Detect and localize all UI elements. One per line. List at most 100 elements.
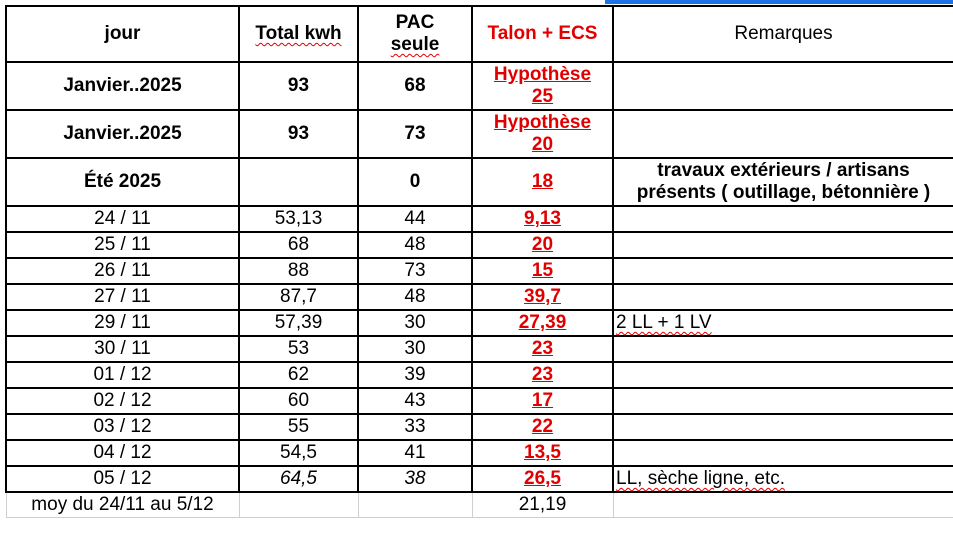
remark-line1: travaux extérieurs / artisans bbox=[657, 160, 910, 181]
cell-pac[interactable]: 68 bbox=[357, 61, 473, 111]
cell-talon[interactable]: 15 bbox=[471, 257, 614, 285]
cell-talon[interactable]: 20 bbox=[471, 231, 614, 259]
cell-total[interactable]: 62 bbox=[238, 361, 359, 389]
cell-remark[interactable] bbox=[612, 231, 953, 259]
cell-jour[interactable]: 24 / 11 bbox=[5, 205, 240, 233]
average-label-text: moy du 24/11 au 5/12 bbox=[31, 494, 214, 515]
cell-remark[interactable] bbox=[612, 283, 953, 311]
cell-jour[interactable]: 25 / 11 bbox=[5, 231, 240, 259]
cell-jour[interactable]: 01 / 12 bbox=[5, 361, 240, 389]
cell-talon[interactable]: 18 bbox=[471, 157, 614, 207]
table-row: 05 / 12 64,5 38 26,5 LL, sèche ligne, et… bbox=[5, 465, 953, 493]
cell-remark[interactable] bbox=[612, 61, 953, 111]
cell-pac[interactable]: 73 bbox=[357, 109, 473, 159]
cell-total[interactable]: 60 bbox=[238, 387, 359, 415]
cell-jour[interactable]: 04 / 12 bbox=[5, 439, 240, 467]
cell-talon[interactable]: 39,7 bbox=[471, 283, 614, 311]
cell-jour[interactable]: 27 / 11 bbox=[5, 283, 240, 311]
cell-remark[interactable]: LL, sèche ligne, etc. bbox=[612, 465, 953, 493]
cell-total[interactable]: 93 bbox=[238, 109, 359, 159]
cell-jour[interactable]: 03 / 12 bbox=[5, 413, 240, 441]
table-row: 25 / 11 68 48 20 bbox=[5, 231, 953, 259]
cell-total[interactable]: 53 bbox=[238, 335, 359, 363]
cell-pac[interactable]: 41 bbox=[357, 439, 473, 467]
cell-talon[interactable]: Hypothèse 20 bbox=[471, 109, 614, 159]
header-jour[interactable]: jour bbox=[5, 5, 240, 63]
cell-remark[interactable] bbox=[612, 109, 953, 159]
cell-pac[interactable]: 48 bbox=[357, 283, 473, 311]
table-row: Janvier..2025 93 73 Hypothèse 20 bbox=[5, 109, 953, 159]
cell-remark[interactable] bbox=[612, 361, 953, 389]
cell-pac[interactable]: 43 bbox=[357, 387, 473, 415]
talon-line2: 20 bbox=[531, 134, 554, 155]
average-value[interactable]: 21,19 bbox=[471, 491, 614, 518]
cell-empty[interactable] bbox=[357, 491, 473, 518]
table-row: 24 / 11 53,13 44 9,13 bbox=[5, 205, 953, 233]
cell-pac[interactable]: 30 bbox=[357, 309, 473, 337]
cell-remark[interactable] bbox=[612, 387, 953, 415]
cell-pac[interactable]: 33 bbox=[357, 413, 473, 441]
cell-jour[interactable]: Été 2025 bbox=[5, 157, 240, 207]
cell-total[interactable]: 68 bbox=[238, 231, 359, 259]
cell-empty[interactable] bbox=[612, 491, 953, 518]
cell-talon[interactable]: 26,5 bbox=[471, 465, 614, 493]
remark-line2: présents ( outillage, bétonnière ) bbox=[636, 182, 931, 203]
cell-talon[interactable]: 22 bbox=[471, 413, 614, 441]
cell-remark[interactable] bbox=[612, 257, 953, 285]
header-pac-line1: PAC bbox=[395, 12, 435, 33]
cell-jour[interactable]: Janvier..2025 bbox=[5, 109, 240, 159]
cell-jour[interactable]: Janvier..2025 bbox=[5, 61, 240, 111]
cell-total[interactable]: 64,5 bbox=[238, 465, 359, 493]
header-row: jour Total kwh PAC seule Talon + ECS Rem… bbox=[5, 5, 953, 63]
cell-pac[interactable]: 48 bbox=[357, 231, 473, 259]
remark-text: 2 LL + 1 LV bbox=[616, 312, 712, 333]
cell-jour[interactable]: 02 / 12 bbox=[5, 387, 240, 415]
header-talon-ecs[interactable]: Talon + ECS bbox=[471, 5, 614, 63]
cell-total[interactable] bbox=[238, 157, 359, 207]
cell-jour[interactable]: 29 / 11 bbox=[5, 309, 240, 337]
average-label[interactable]: moy du 24/11 au 5/12 bbox=[5, 491, 240, 518]
cell-total[interactable]: 54,5 bbox=[238, 439, 359, 467]
header-pac-seule[interactable]: PAC seule bbox=[357, 5, 473, 63]
talon-line1: Hypothèse bbox=[493, 64, 592, 85]
header-total-kwh[interactable]: Total kwh bbox=[238, 5, 359, 63]
header-total-label: Total kwh bbox=[255, 23, 342, 44]
cell-pac[interactable]: 30 bbox=[357, 335, 473, 363]
cell-jour[interactable]: 26 / 11 bbox=[5, 257, 240, 285]
cell-pac[interactable]: 39 bbox=[357, 361, 473, 389]
table-row: 27 / 11 87,7 48 39,7 bbox=[5, 283, 953, 311]
cell-pac[interactable]: 44 bbox=[357, 205, 473, 233]
cell-jour[interactable]: 05 / 12 bbox=[5, 465, 240, 493]
cell-total[interactable]: 53,13 bbox=[238, 205, 359, 233]
cell-total[interactable]: 93 bbox=[238, 61, 359, 111]
cell-remark[interactable] bbox=[612, 335, 953, 363]
spreadsheet-table: jour Total kwh PAC seule Talon + ECS Rem… bbox=[5, 5, 953, 518]
cell-remark[interactable] bbox=[612, 413, 953, 441]
table-row: Été 2025 0 18 travaux extérieurs / artis… bbox=[5, 157, 953, 207]
cell-talon[interactable]: 13,5 bbox=[471, 439, 614, 467]
cell-talon[interactable]: 27,39 bbox=[471, 309, 614, 337]
cell-talon[interactable]: 9,13 bbox=[471, 205, 614, 233]
cell-remark[interactable]: travaux extérieurs / artisans présents (… bbox=[612, 157, 953, 207]
cell-remark[interactable] bbox=[612, 205, 953, 233]
cell-empty[interactable] bbox=[238, 491, 359, 518]
cell-pac[interactable]: 38 bbox=[357, 465, 473, 493]
table-row: Janvier..2025 93 68 Hypothèse 25 bbox=[5, 61, 953, 111]
cell-talon[interactable]: 23 bbox=[471, 361, 614, 389]
header-remarques[interactable]: Remarques bbox=[612, 5, 953, 63]
cell-talon[interactable]: Hypothèse 25 bbox=[471, 61, 614, 111]
cell-total[interactable]: 87,7 bbox=[238, 283, 359, 311]
cell-talon[interactable]: 23 bbox=[471, 335, 614, 363]
cell-jour[interactable]: 30 / 11 bbox=[5, 335, 240, 363]
cell-remark[interactable]: 2 LL + 1 LV bbox=[612, 309, 953, 337]
cell-talon[interactable]: 17 bbox=[471, 387, 614, 415]
cell-total[interactable]: 57,39 bbox=[238, 309, 359, 337]
cell-total[interactable]: 88 bbox=[238, 257, 359, 285]
remark-text: LL, sèche ligne, etc. bbox=[616, 468, 785, 489]
table-row: 03 / 12 55 33 22 bbox=[5, 413, 953, 441]
cell-pac[interactable]: 73 bbox=[357, 257, 473, 285]
cell-total[interactable]: 55 bbox=[238, 413, 359, 441]
cell-remark[interactable] bbox=[612, 439, 953, 467]
table-row: 04 / 12 54,5 41 13,5 bbox=[5, 439, 953, 467]
cell-pac[interactable]: 0 bbox=[357, 157, 473, 207]
